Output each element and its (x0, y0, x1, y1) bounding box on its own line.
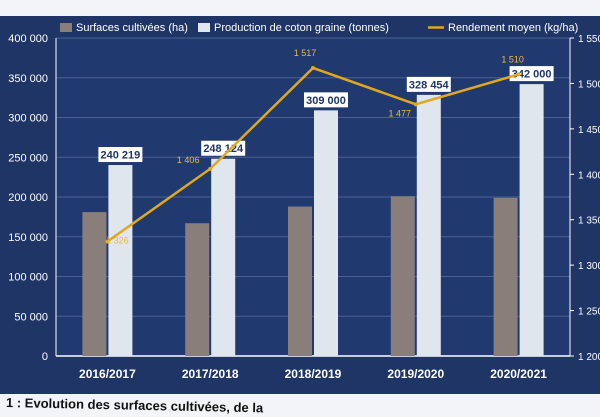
legend-label: Surfaces cultivées (ha) (76, 22, 188, 34)
legend-swatch (198, 23, 210, 32)
data-label-box (98, 147, 143, 163)
data-label-box (509, 66, 554, 82)
left-tick-label: 350 000 (8, 73, 48, 85)
line-data-label: 1 477 (389, 108, 412, 118)
right-tick-label: 1 450 (578, 125, 600, 136)
right-tick-label: 1 550 (578, 34, 600, 45)
bars: 240 219 248 124 309 000 328 454 342 000 (82, 66, 554, 357)
bar-surfaces (390, 196, 415, 356)
bar-production (519, 84, 544, 357)
line-point (516, 72, 521, 77)
category-label: 2019/2020 (387, 367, 444, 381)
bar-data-label: 342 000 (512, 69, 552, 81)
left-tick-label: 250 000 (8, 152, 48, 164)
right-tick-label: 1 400 (578, 170, 600, 181)
right-tick-label: 1 300 (578, 261, 600, 272)
legend: Surfaces cultivées (ha) Production de cot… (60, 22, 578, 34)
left-tick-label: 100 000 (8, 272, 48, 284)
bar-surfaces (185, 223, 210, 356)
left-tick-label: 0 (42, 351, 48, 363)
line-data-label: 1 510 (501, 54, 524, 64)
bar-data-label: 328 454 (409, 79, 450, 91)
right-tick-label: 1 250 (578, 307, 600, 318)
line-data-label: 1 406 (177, 155, 200, 165)
bar-surfaces (288, 206, 312, 356)
category-label: 2020/2021 (490, 367, 547, 381)
category-label: 2017/2018 (182, 367, 239, 381)
bar-surfaces (493, 197, 518, 356)
left-tick-label: 300 000 (8, 113, 48, 125)
data-label-box (304, 92, 348, 108)
bar-data-label: 240 219 (101, 150, 141, 162)
bar-production (416, 94, 441, 357)
category-label: 2016/2017 (79, 367, 136, 381)
left-tick-label: 400 000 (8, 33, 48, 45)
line-point (105, 239, 110, 244)
left-tick-label: 200 000 (8, 192, 48, 204)
right-tick-label: 1 200 (578, 352, 600, 363)
bar-production (211, 158, 236, 356)
line-data-label: 1 326 (106, 236, 129, 246)
data-label-box (406, 76, 451, 92)
line-point (208, 166, 213, 171)
legend-swatch (60, 23, 72, 32)
bar-surfaces (82, 212, 107, 356)
bar-data-label: 248 124 (203, 143, 244, 155)
line-data-label: 1 517 (294, 48, 317, 58)
legend-label: Rendement moyen (kg/ha) (448, 22, 578, 34)
bar-production (108, 165, 133, 356)
category-label: 2018/2019 (285, 367, 342, 381)
line-point (311, 65, 315, 70)
right-tick-label: 1 350 (578, 216, 600, 227)
left-tick-label: 150 000 (8, 232, 48, 244)
axes: 0 50 000 100 000 150 000 200 000 250 000 300 0… (8, 33, 600, 381)
line-point (413, 102, 418, 107)
left-tick-label: 50 000 (14, 311, 48, 323)
legend-label: Production de coton graine (tonnes) (214, 22, 389, 34)
bar-production (314, 110, 338, 356)
bar-data-label: 309 000 (306, 95, 346, 107)
line-series: 1 326 1 406 1 517 1 477 1 510 (105, 48, 524, 246)
right-tick-label: 1 500 (578, 79, 600, 90)
